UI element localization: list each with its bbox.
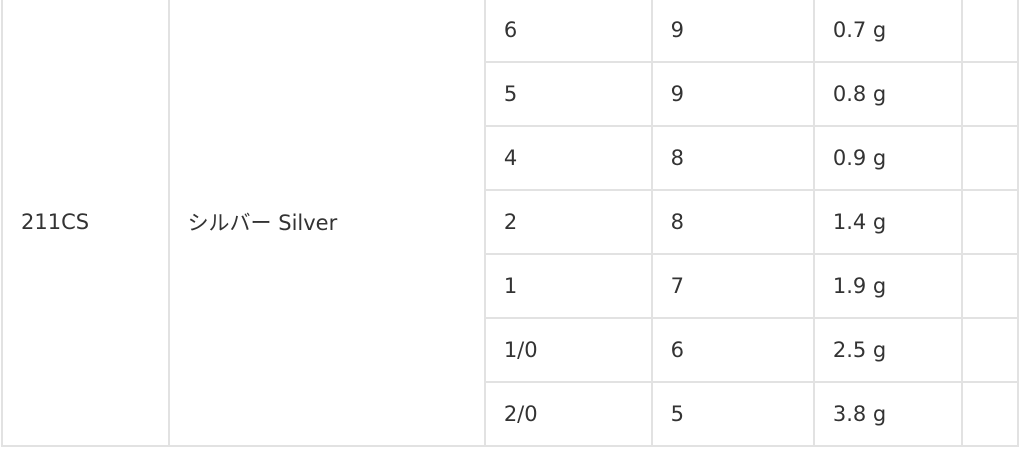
count-cell: 8 (650, 125, 815, 191)
count-cell: 8 (650, 189, 815, 255)
truncated-cell (960, 125, 1019, 191)
weight-cell: 0.7 g (812, 0, 963, 63)
table-row: 5 9 0.8 g (2, 61, 1019, 127)
weight-cell: 0.8 g (812, 61, 963, 127)
model-cell: 211CS (1, 0, 170, 447)
table-row: 211CS シルバー Silver 6 9 0.7 g (1, 0, 1019, 447)
count-cell: 9 (650, 0, 815, 63)
size-cell: 5 (483, 61, 653, 127)
truncated-cell (960, 381, 1019, 447)
size-cell: 1 (483, 253, 653, 319)
table-row: 1 7 1.9 g (2, 253, 1019, 319)
weight-cell: 1.4 g (812, 189, 963, 255)
truncated-cell (960, 0, 1019, 63)
table-row: 2/0 5 3.8 g (2, 381, 1019, 447)
weight-cell: 1.9 g (812, 253, 963, 319)
size-cell: 1/0 (483, 317, 653, 383)
weight-cell: 3.8 g (812, 381, 963, 447)
truncated-cell (960, 253, 1019, 319)
table-row: 4 8 0.9 g (2, 125, 1019, 191)
truncated-cell (960, 61, 1019, 127)
color-cell: シルバー Silver (167, 0, 486, 447)
weight-cell: 2.5 g (812, 317, 963, 383)
size-cell: 2/0 (483, 381, 653, 447)
truncated-cell (960, 189, 1019, 255)
weight-cell: 0.9 g (812, 125, 963, 191)
count-cell: 7 (650, 253, 815, 319)
count-cell: 9 (650, 61, 815, 127)
truncated-cell (960, 317, 1019, 383)
count-cell: 5 (650, 381, 815, 447)
size-cell: 2 (483, 189, 653, 255)
size-cell: 6 (483, 0, 653, 63)
count-cell: 6 (650, 317, 815, 383)
table-row: 1/0 6 2.5 g (2, 317, 1019, 383)
size-cell: 4 (483, 125, 653, 191)
table-row: 2 8 1.4 g (2, 189, 1019, 255)
